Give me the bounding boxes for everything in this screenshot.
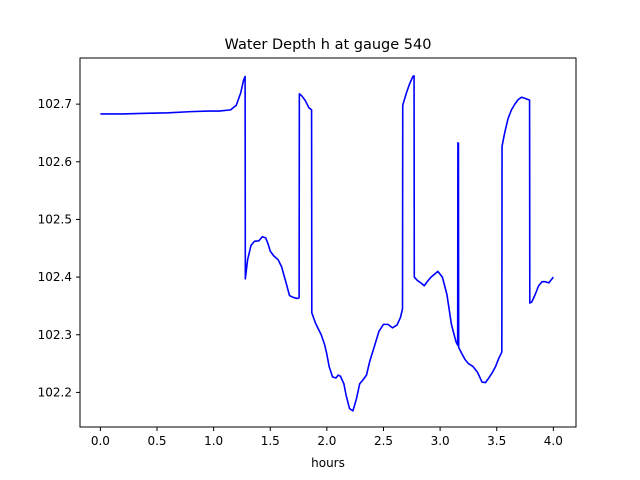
x-tick-label: 0.0 [91,434,110,448]
x-tick-label: 3.5 [487,434,506,448]
x-tick-label: 1.0 [204,434,223,448]
series-line [100,75,554,412]
x-tick-label: 2.5 [374,434,393,448]
plot-frame [79,57,577,428]
x-tick-label: 2.0 [317,434,336,448]
series-layer [100,75,554,412]
y-tick-label: 102.5 [38,212,72,226]
chart-title: Water Depth h at gauge 540 [225,37,432,53]
x-tick-label: 4.0 [544,434,563,448]
x-tick-label: 0.5 [147,434,166,448]
x-axis-ticks: 0.0 0.5 1.0 1.5 2.0 2.5 3.0 3.5 4.0 [91,427,563,448]
x-axis-label: hours [311,456,345,470]
y-tick-label: 102.6 [38,155,72,169]
x-tick-label: 3.0 [431,434,450,448]
y-tick-label: 102.7 [38,97,72,111]
y-tick-label: 102.2 [38,385,72,399]
y-tick-label: 102.3 [38,328,72,342]
x-tick-label: 1.5 [261,434,280,448]
y-axis-ticks: 102.2 102.3 102.4 102.5 102.6 102.7 [38,97,80,399]
y-tick-label: 102.4 [38,270,72,284]
